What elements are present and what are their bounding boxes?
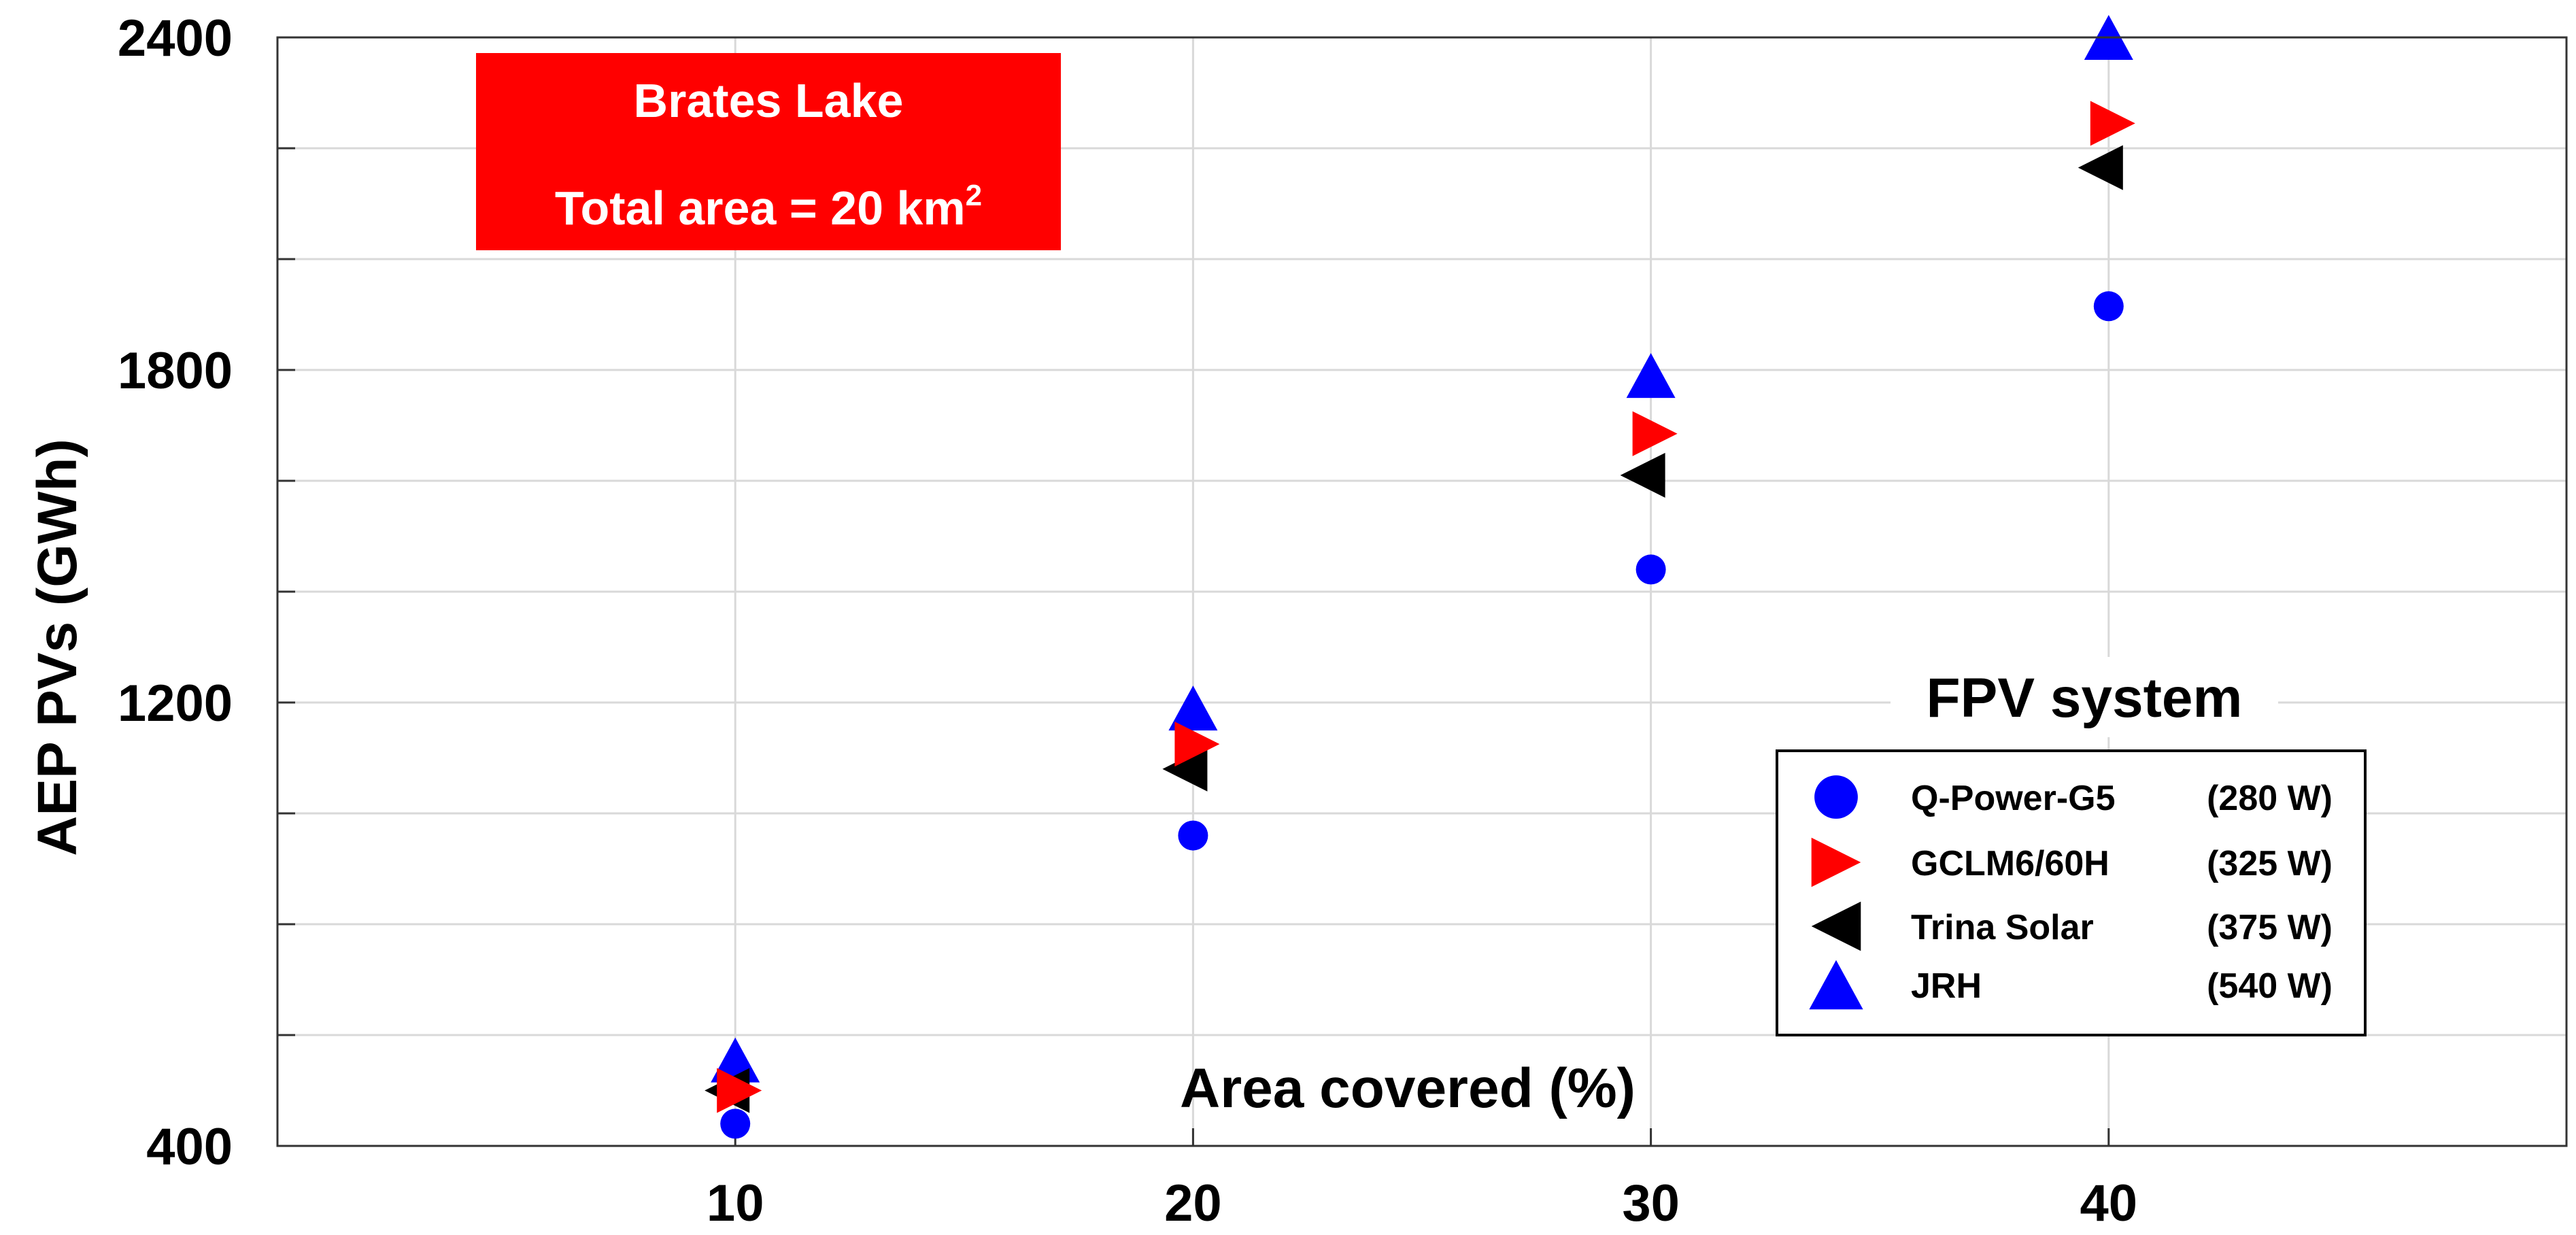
point-q-power-g5-1	[1178, 820, 1208, 851]
x-tick-label-0: 10	[707, 1174, 764, 1232]
x-tick-label-3: 40	[2080, 1174, 2138, 1232]
plot-frame	[276, 36, 2568, 1147]
point-q-power-g5-3	[2093, 291, 2124, 322]
point-trina-solar-1	[1162, 746, 1208, 792]
legend-label-q-power-g5: Q-Power-G5	[1911, 779, 2116, 818]
point-gclm6-60h-1	[1174, 722, 1220, 767]
legend-box	[1776, 749, 2367, 1036]
y-axis-label: AEP PVs (GWh)	[27, 439, 88, 856]
annotation-line2-superscript: 2	[966, 179, 982, 212]
point-gclm6-60h-3	[2090, 101, 2135, 146]
y-tick-label-0: 400	[146, 1118, 233, 1176]
point-q-power-g5-0	[720, 1109, 751, 1139]
point-trina-solar-2	[1620, 452, 1665, 498]
annotation-line2-text: Total area = 20 km	[555, 182, 966, 235]
x-axis-ticks: 10 20 30 40	[707, 1174, 2137, 1232]
point-gclm6-60h-0	[717, 1068, 762, 1113]
point-trina-solar-3	[2078, 145, 2123, 190]
y-tick-label-2: 1800	[118, 342, 233, 400]
legend-rating-jrh: (540 W)	[2207, 966, 2333, 1006]
point-jrh-1	[1168, 686, 1218, 731]
x-axis-label: Area covered (%)	[1180, 1058, 1636, 1119]
legend-marker-gclm6-60h	[1811, 837, 1861, 887]
point-q-power-g5-2	[1636, 554, 1666, 585]
legend-items: Q-Power-G5 (280 W) GCLM6/60H (325 W) Trina S…	[1809, 775, 2333, 1010]
legend-label-trina-solar: Trina Solar	[1911, 908, 2094, 947]
legend-label-gclm6-60h: GCLM6/60H	[1911, 844, 2109, 883]
annotation-box	[476, 53, 1061, 250]
point-gclm6-60h-2	[1632, 411, 1678, 456]
legend-marker-jrh	[1809, 960, 1863, 1010]
legend-marker-q-power-g5	[1814, 775, 1858, 819]
y-axis-ticks: 400 1200 1800 2400	[118, 10, 233, 1176]
x-tick-label-2: 30	[1622, 1174, 1680, 1232]
legend-label-jrh: JRH	[1911, 966, 1982, 1006]
legend-rating-trina-solar: (375 W)	[2207, 908, 2333, 947]
legend-marker-trina-solar	[1811, 901, 1861, 951]
legend-rating-q-power-g5: (280 W)	[2207, 779, 2333, 818]
legend-rating-gclm6-60h: (325 W)	[2207, 844, 2333, 883]
legend-title: FPV system	[1927, 667, 2243, 729]
legend-title-background	[1891, 657, 2278, 737]
annotation-line2: Total area = 20 km2	[555, 179, 982, 235]
y-tick-label-1: 1200	[118, 675, 233, 732]
annotation-line1: Brates Lake	[634, 74, 904, 127]
point-jrh-2	[1626, 353, 1676, 399]
data-marks	[705, 15, 2135, 1139]
y-tick-label-3: 2400	[118, 10, 233, 67]
x-tick-label-1: 20	[1164, 1174, 1222, 1232]
